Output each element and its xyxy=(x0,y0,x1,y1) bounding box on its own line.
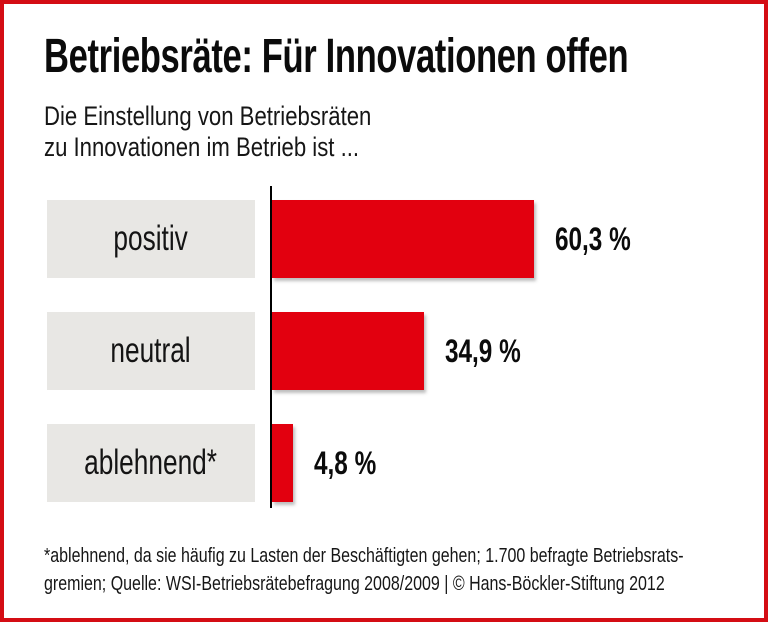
y-axis-line xyxy=(270,186,272,508)
category-box-ablehnend: ablehnend* xyxy=(47,424,255,502)
value-label-2: 4,8 % xyxy=(314,445,377,481)
page-title: Betriebsräte: Für Innovationen offen xyxy=(44,30,764,83)
bar-row-positiv: positiv 60,3 % xyxy=(4,200,764,278)
category-box-positiv: positiv xyxy=(47,200,255,278)
subtitle-line-1: Die Einstellung von Betriebsräten xyxy=(44,101,372,131)
bar-row-ablehnend: ablehnend* 4,8 % xyxy=(4,424,764,502)
bar-2 xyxy=(272,424,293,502)
footnote-line-2: gremien; Quelle: WSI-Betriebsrätebefragu… xyxy=(44,573,665,595)
source-footnote: *ablehnend, da sie häufig zu Lasten der … xyxy=(44,542,764,598)
category-label: ablehnend* xyxy=(84,443,218,482)
bar-chart: positiv 60,3 % neutral 34,9 % ablehnend*… xyxy=(4,4,764,618)
bar-1 xyxy=(272,312,424,390)
bar-row-neutral: neutral 34,9 % xyxy=(4,312,764,390)
value-label-1: 34,9 % xyxy=(445,333,521,369)
page-title-text: Betriebsräte: Für Innovationen offen xyxy=(44,30,629,83)
subtitle-line-2: zu Innovationen im Betrieb ist ... xyxy=(44,132,360,162)
category-box-neutral: neutral xyxy=(47,312,255,390)
value-label-0: 60,3 % xyxy=(555,221,631,257)
footnote-line-1: *ablehnend, da sie häufig zu Lasten der … xyxy=(44,545,684,567)
bar-0 xyxy=(272,200,534,278)
category-label: positiv xyxy=(113,219,189,258)
category-label: neutral xyxy=(110,331,192,370)
chart-subtitle: Die Einstellung von Betriebsräten zu Inn… xyxy=(44,101,443,163)
